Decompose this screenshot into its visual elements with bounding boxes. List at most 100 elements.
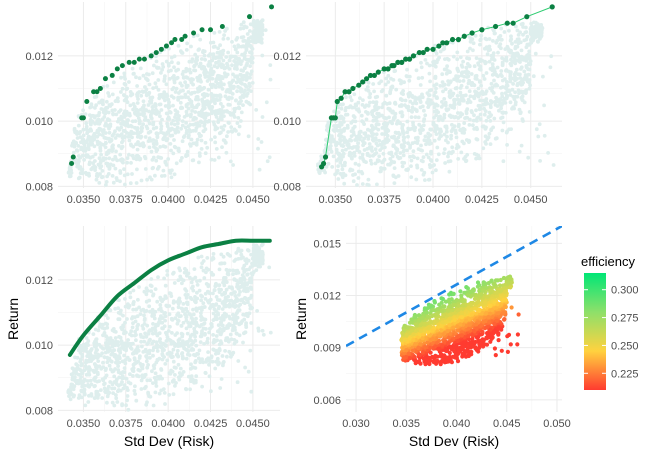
cloud-point [189,80,194,85]
cloud-point [493,103,498,107]
cloud-point [419,143,423,148]
cloud-point [189,99,194,104]
cloud-point [355,148,360,153]
frontier-point [320,160,327,167]
cloud-point [523,76,528,80]
cloud-point [185,331,190,336]
cloud-point [477,67,482,71]
cloud-point [504,68,509,72]
cloud-point [398,132,402,137]
cloud-point [113,136,118,140]
cloud-point [388,108,393,113]
cloud-point [336,110,341,115]
cloud-point [474,73,479,78]
cloud-point [437,55,441,60]
cloud-point [243,74,248,79]
cloud-point [163,343,168,347]
cloud-point [356,108,361,113]
cloud-point [141,326,146,331]
cloud-point [68,397,73,402]
cloud-point [259,40,264,45]
cloud-point [165,130,170,135]
cloud-point [175,318,180,323]
cloud-point [384,76,389,81]
cloud-point [193,366,198,370]
cloud-point [85,153,90,158]
cloud-point [224,55,229,59]
cloud-point [229,129,234,134]
cloud-point [551,163,556,167]
frontier-curve [67,238,272,357]
cloud-point [219,323,224,327]
cloud-point [337,153,342,158]
cloud-point [171,347,176,352]
cloud-point [182,270,187,275]
cloud-point [150,314,155,318]
x-axis-title: Std Dev (Risk) [409,433,499,449]
x-tick-label: 0.0425 [194,418,228,430]
cloud-point [104,366,108,371]
cloud-point [228,55,233,60]
cloud-point [217,267,222,272]
cloud-point [248,64,253,68]
cloud-point [137,120,142,124]
cloud-point [85,350,90,354]
cloud-point [228,316,232,321]
cloud-point [88,135,93,140]
cloud-point [243,51,248,55]
cloud-point [138,368,142,373]
cloud-point [145,177,150,182]
cloud-point [211,252,216,256]
cloud-point [193,359,198,364]
cloud-point [122,383,127,387]
cloud-point [232,44,237,49]
frontier-points [319,4,555,170]
cloud-point [101,360,105,365]
cloud-point [114,379,119,383]
cloud-point [362,136,366,141]
cloud-point [511,105,515,110]
cloud-point [154,131,159,136]
cloud-point [439,134,443,138]
cloud-point [249,252,254,257]
cloud-point [199,57,204,61]
cloud-point [184,326,189,331]
cloud-point [162,79,167,83]
cloud-point [197,288,202,293]
cloud-point [146,103,151,107]
cloud-point [338,160,343,165]
cloud-point [237,124,242,129]
cloud-point [387,101,392,106]
cloud-point [257,249,262,254]
frontier-point [109,72,115,78]
cloud-point [73,130,77,135]
cloud-point [526,155,531,160]
portfolio-cloud [316,20,556,188]
cloud-point [374,100,379,104]
cloud-point [209,322,214,327]
cloud-point [340,167,345,172]
cloud-point [435,126,440,131]
cloud-point [116,343,121,348]
cloud-point [211,40,216,45]
cloud-point [158,121,163,126]
cloud-point [104,180,109,184]
cloud-point [98,141,102,145]
cloud-point [114,396,119,401]
cloud-point [176,305,181,310]
cloud-point [106,172,111,176]
cloud-point [167,393,172,397]
cloud-point [94,177,99,182]
cloud-point [98,145,103,150]
cloud-point [105,123,110,128]
cloud-point [230,63,234,68]
frontier-point [114,66,120,72]
efficiency-point [451,291,456,297]
cloud-point [361,120,365,124]
cloud-point [94,337,99,341]
cloud-point [123,182,127,187]
cloud-point [145,365,150,370]
cloud-point [67,174,72,179]
cloud-point [199,298,204,303]
cloud-point [201,360,206,365]
